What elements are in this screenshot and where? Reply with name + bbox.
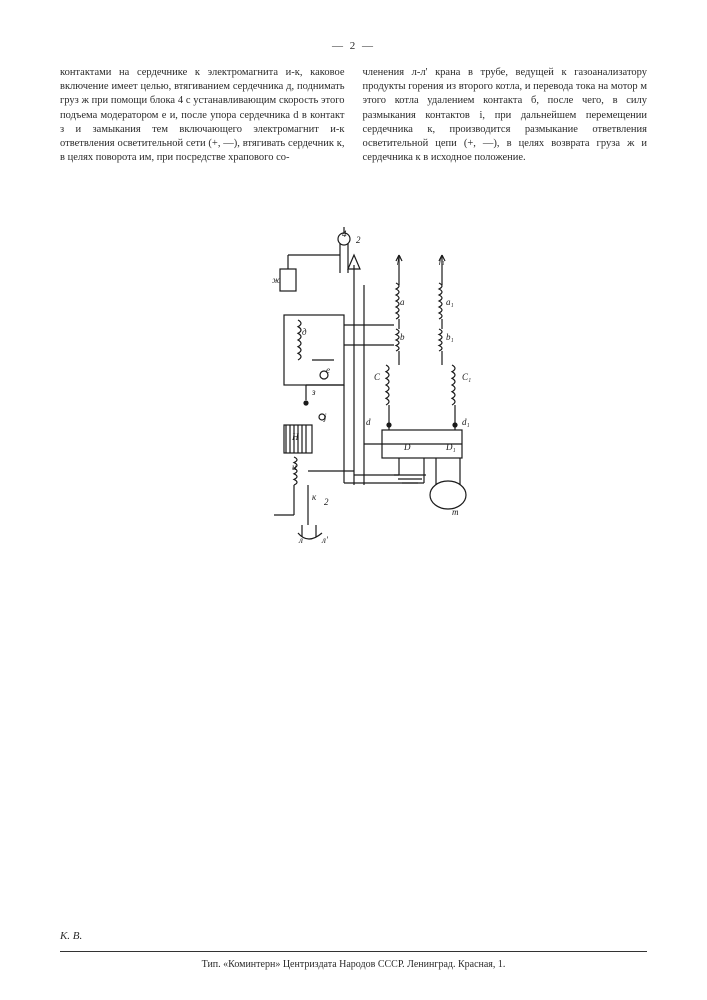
svg-text:C: C <box>374 372 381 382</box>
svg-text:e: e <box>326 365 330 375</box>
svg-text:2: 2 <box>324 497 329 507</box>
svg-text:j: j <box>323 412 327 422</box>
svg-text:ж: ж <box>272 275 281 285</box>
svg-text:d: d <box>366 417 371 427</box>
svg-text:к: к <box>312 492 317 502</box>
svg-text:a₁: a₁ <box>446 297 454 307</box>
svg-text:d₁: d₁ <box>462 417 470 427</box>
svg-text:4: 4 <box>342 229 347 239</box>
text-body: контактами на сердечнике к электромагнит… <box>60 66 647 165</box>
svg-text:b: b <box>400 332 405 342</box>
schematic-diagram: 42жff₁дaa₁bb₁зeCC₁jHdd₁DD₁ик2лл'm <box>194 225 514 565</box>
svg-text:D₁: D₁ <box>445 442 456 452</box>
svg-text:m: m <box>452 507 459 517</box>
svg-text:C₁: C₁ <box>462 372 471 382</box>
column-right: членения л-л' крана в трубе, ведущей к г… <box>363 66 648 165</box>
footer-rule <box>60 951 647 952</box>
svg-text:д: д <box>302 327 307 337</box>
footer-imprint: Тип. «Коминтерн» Центриздата Народов ССС… <box>60 959 647 970</box>
page: — 2 — контактами на сердечнике к электро… <box>0 0 707 1000</box>
svg-text:D: D <box>403 442 411 452</box>
svg-text:з: з <box>311 387 316 397</box>
svg-text:b₁: b₁ <box>446 332 454 342</box>
page-number: — 2 — <box>60 40 647 52</box>
svg-text:f₁: f₁ <box>439 255 445 265</box>
footer-initials: К. В. <box>60 930 82 942</box>
svg-text:л': л' <box>321 535 329 545</box>
svg-text:2: 2 <box>356 235 361 245</box>
svg-text:H: H <box>291 432 299 442</box>
column-left: контактами на сердечнике к электромагнит… <box>60 66 345 165</box>
svg-text:и: и <box>292 462 297 472</box>
svg-text:л: л <box>298 535 303 545</box>
svg-text:a: a <box>400 297 405 307</box>
